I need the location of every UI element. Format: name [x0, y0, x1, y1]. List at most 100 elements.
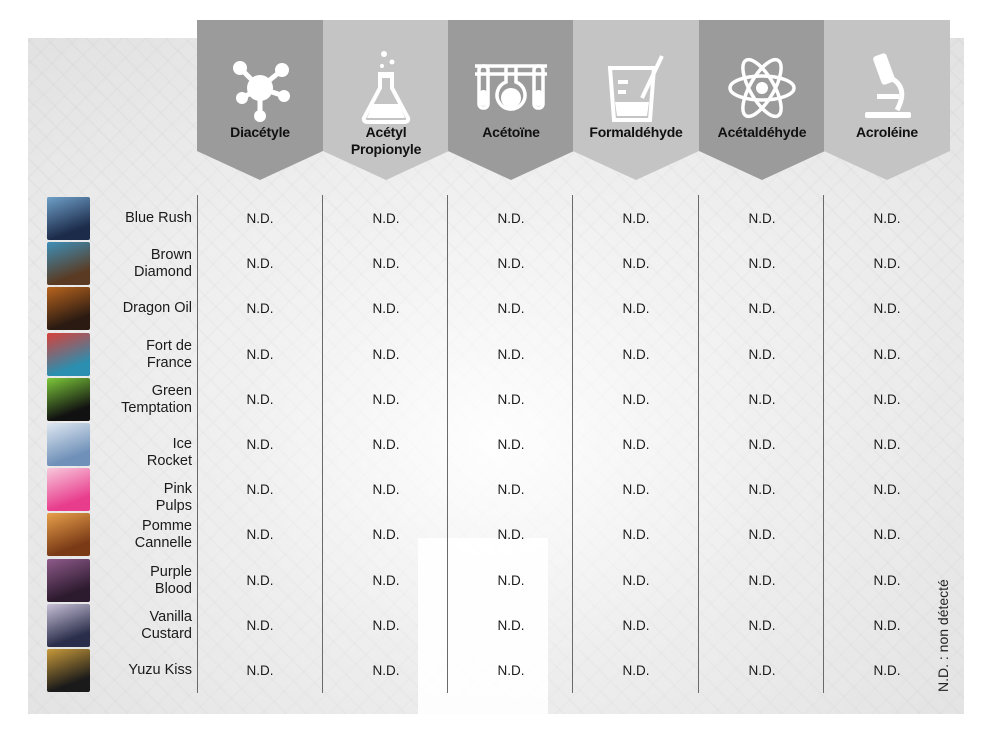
value-cell: N.D.	[748, 527, 776, 542]
value-cell: N.D.	[748, 618, 776, 633]
value-cell: N.D.	[622, 347, 650, 362]
product-name: Fort de France	[146, 338, 192, 371]
column-divider	[197, 195, 198, 693]
value-cell: N.D.	[497, 527, 525, 542]
value-cell: N.D.	[246, 256, 274, 271]
value-cell: N.D.	[497, 301, 525, 316]
table-row: Purple Blood N.D. N.D. N.D. N.D. N.D. N.D.	[0, 559, 990, 603]
product-thumbnail	[47, 423, 90, 466]
product-thumbnail	[47, 333, 90, 376]
value-cell: N.D.	[622, 301, 650, 316]
value-cell: N.D.	[748, 437, 776, 452]
value-cell: N.D.	[622, 573, 650, 588]
value-cell: N.D.	[497, 482, 525, 497]
column-label: Diacétyle	[230, 124, 290, 140]
column-label: Acroléine	[856, 124, 918, 140]
value-cell: N.D.	[246, 301, 274, 316]
product-name: Dragon Oil	[122, 300, 192, 316]
value-cell: N.D.	[372, 256, 400, 271]
value-cell: N.D.	[246, 527, 274, 542]
product-thumbnail	[47, 197, 90, 240]
value-cell: N.D.	[748, 347, 776, 362]
product-thumbnail	[47, 649, 90, 692]
column-header-acetyl-propionyle: Acétyl Propionyle	[323, 20, 449, 180]
value-cell: N.D.	[622, 256, 650, 271]
value-cell: N.D.	[372, 347, 400, 362]
column-divider	[447, 195, 448, 693]
table-row: Ice Rocket N.D. N.D. N.D. N.D. N.D. N.D.	[0, 423, 990, 469]
value-cell: N.D.	[246, 347, 274, 362]
value-cell: N.D.	[497, 211, 525, 226]
product-name: Purple Blood	[150, 564, 192, 597]
product-name: Vanilla Custard	[141, 609, 192, 642]
value-cell: N.D.	[622, 482, 650, 497]
product-name: Pomme Cannelle	[134, 518, 192, 551]
product-thumbnail	[47, 287, 90, 330]
value-cell: N.D.	[372, 211, 400, 226]
value-cell: N.D.	[873, 256, 901, 271]
table-row: Pomme Cannelle N.D. N.D. N.D. N.D. N.D. N.D.	[0, 513, 990, 557]
value-cell: N.D.	[372, 618, 400, 633]
column-divider	[572, 195, 573, 693]
column-label: Acétyl Propionyle	[350, 124, 422, 157]
product-thumbnail	[47, 378, 90, 421]
value-cell: N.D.	[372, 573, 400, 588]
value-cell: N.D.	[497, 392, 525, 407]
value-cell: N.D.	[497, 256, 525, 271]
value-cell: N.D.	[748, 301, 776, 316]
value-cell: N.D.	[873, 573, 901, 588]
value-cell: N.D.	[372, 301, 400, 316]
value-cell: N.D.	[372, 482, 400, 497]
value-cell: N.D.	[873, 437, 901, 452]
molecule-icon	[197, 48, 323, 128]
value-cell: N.D.	[246, 618, 274, 633]
value-cell: N.D.	[246, 211, 274, 226]
column-divider	[322, 195, 323, 693]
value-cell: N.D.	[873, 618, 901, 633]
column-label: Acétoïne	[482, 124, 540, 140]
product-thumbnail	[47, 559, 90, 602]
value-cell: N.D.	[873, 527, 901, 542]
value-cell: N.D.	[748, 663, 776, 678]
column-header-acroleine: Acroléine	[824, 20, 950, 180]
product-name: Pink Pulps	[155, 481, 192, 514]
value-cell: N.D.	[622, 392, 650, 407]
product-name: Green Temptation	[121, 383, 192, 416]
column-divider	[823, 195, 824, 693]
column-header-formaldehyde: Formaldéhyde	[573, 20, 699, 180]
value-cell: N.D.	[873, 301, 901, 316]
column-header-acetaldehyde: Acétaldéhyde	[699, 20, 825, 180]
value-cell: N.D.	[372, 437, 400, 452]
value-cell: N.D.	[246, 482, 274, 497]
value-cell: N.D.	[873, 211, 901, 226]
product-thumbnail	[47, 242, 90, 285]
value-cell: N.D.	[497, 347, 525, 362]
value-cell: N.D.	[622, 618, 650, 633]
value-cell: N.D.	[246, 392, 274, 407]
column-divider	[698, 195, 699, 693]
value-cell: N.D.	[748, 392, 776, 407]
value-cell: N.D.	[497, 437, 525, 452]
value-cell: N.D.	[372, 527, 400, 542]
value-cell: N.D.	[497, 618, 525, 633]
product-thumbnail	[47, 468, 90, 511]
table-row: Dragon Oil N.D. N.D. N.D. N.D. N.D. N.D.	[0, 287, 990, 331]
product-name: Brown Diamond	[133, 247, 192, 280]
value-cell: N.D.	[497, 573, 525, 588]
value-cell: N.D.	[748, 256, 776, 271]
value-cell: N.D.	[246, 437, 274, 452]
table-row: Green Temptation N.D. N.D. N.D. N.D. N.D. N.D.	[0, 378, 990, 422]
column-header-diacetyle: Diacétyle	[197, 20, 323, 180]
table-row: Vanilla Custard N.D. N.D. N.D. N.D. N.D. N.D.	[0, 604, 990, 648]
value-cell: N.D.	[873, 482, 901, 497]
beaker-icon	[573, 48, 699, 128]
value-cell: N.D.	[748, 482, 776, 497]
value-cell: N.D.	[497, 663, 525, 678]
value-cell: N.D.	[622, 437, 650, 452]
product-name: Ice Rocket	[146, 436, 192, 469]
value-cell: N.D.	[246, 573, 274, 588]
atom-icon	[699, 48, 825, 128]
value-cell: N.D.	[622, 211, 650, 226]
value-cell: N.D.	[622, 527, 650, 542]
